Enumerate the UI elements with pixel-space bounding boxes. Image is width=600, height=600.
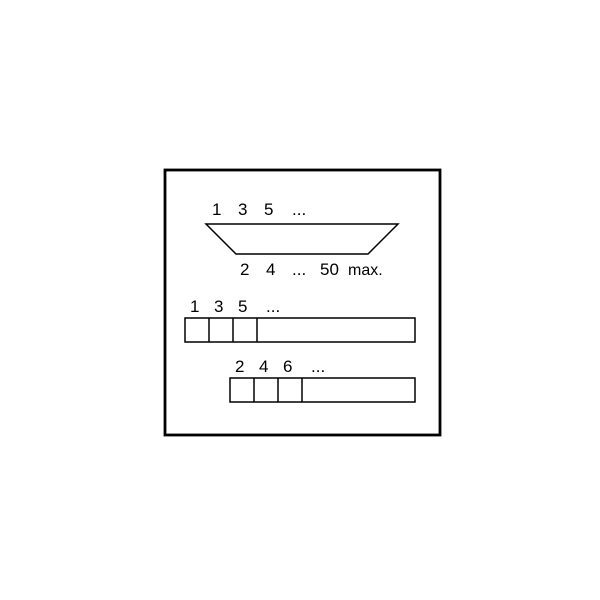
trap-bot-fifty: 50 [320,260,339,279]
trap-top-ellipsis: ... [292,200,306,219]
trap-bot-ellipsis: ... [292,260,306,279]
strip2-ellipsis: ... [311,357,325,376]
trap-top-num-5: 5 [264,200,273,219]
strip1-num-5: 5 [238,297,247,316]
connector-trapezoid [206,224,398,254]
trap-bot-num-2: 2 [240,260,249,279]
strip2-rect [230,378,415,402]
strip1-rect [185,318,415,342]
trap-bot-num-4: 4 [266,260,275,279]
trap-bot-max: max. [348,262,383,279]
strip2-num-2: 2 [235,357,244,376]
strip2-num-4: 4 [259,357,268,376]
trap-top-num-3: 3 [238,200,247,219]
strip1-num-3: 3 [214,297,223,316]
trap-top-num-1: 1 [212,200,221,219]
strip1-ellipsis: ... [266,297,280,316]
strip2-num-6: 6 [283,357,292,376]
strip1-num-1: 1 [190,297,199,316]
